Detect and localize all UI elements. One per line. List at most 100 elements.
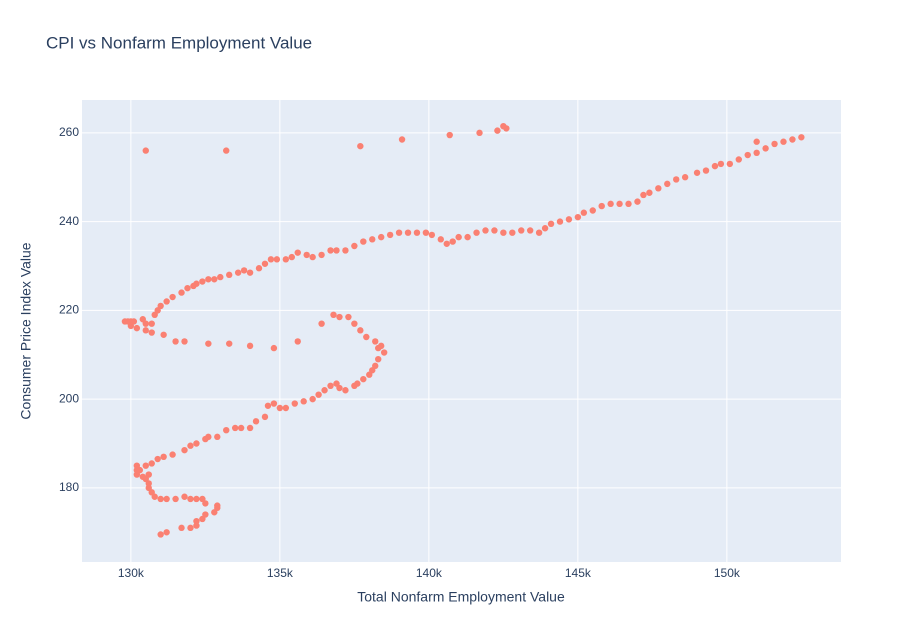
point xyxy=(753,138,760,145)
point xyxy=(282,256,290,263)
point xyxy=(142,327,149,334)
point xyxy=(226,271,233,279)
x-tick-label: 135k xyxy=(267,566,294,580)
point xyxy=(172,495,179,503)
point xyxy=(157,302,164,310)
point xyxy=(202,511,209,518)
point xyxy=(193,280,200,287)
y-tick-label: 240 xyxy=(59,214,79,228)
point xyxy=(237,424,245,432)
point xyxy=(169,293,176,301)
point xyxy=(315,391,322,398)
point xyxy=(547,220,555,228)
point xyxy=(455,233,462,241)
point xyxy=(607,200,614,208)
point xyxy=(360,375,367,383)
point xyxy=(443,240,450,247)
point xyxy=(217,273,224,281)
point xyxy=(211,276,218,283)
point xyxy=(267,256,275,263)
x-axis-title: Total Nonfarm Employment Value xyxy=(357,589,565,605)
point xyxy=(163,495,170,503)
point xyxy=(276,404,284,412)
point xyxy=(473,229,480,236)
point xyxy=(342,387,349,394)
point xyxy=(372,362,379,370)
point xyxy=(360,238,367,245)
point xyxy=(234,269,242,276)
point xyxy=(351,320,358,327)
point xyxy=(345,313,352,321)
point xyxy=(199,278,206,285)
point xyxy=(735,156,742,163)
point xyxy=(270,344,278,352)
point xyxy=(509,229,516,236)
point xyxy=(264,402,272,409)
point xyxy=(223,426,230,434)
point xyxy=(193,517,200,525)
point xyxy=(178,524,185,532)
point xyxy=(321,387,328,394)
point xyxy=(494,127,501,134)
point xyxy=(574,213,582,221)
point xyxy=(223,147,230,154)
point xyxy=(163,298,170,305)
point xyxy=(160,453,167,461)
point xyxy=(327,247,334,254)
point xyxy=(556,218,564,225)
point xyxy=(178,289,185,296)
point xyxy=(169,451,176,458)
point xyxy=(565,216,573,223)
point xyxy=(252,418,260,425)
point xyxy=(145,471,152,478)
x-tick-label: 150k xyxy=(714,566,741,580)
point xyxy=(336,384,343,392)
point xyxy=(702,167,710,174)
point xyxy=(580,209,588,216)
point xyxy=(398,136,406,143)
point xyxy=(148,460,155,467)
point xyxy=(377,233,385,241)
point xyxy=(342,247,349,254)
y-tick-label: 180 xyxy=(59,480,79,494)
point xyxy=(640,191,647,199)
point xyxy=(181,338,188,345)
point xyxy=(726,160,734,168)
point xyxy=(291,400,298,407)
point xyxy=(133,462,141,469)
point xyxy=(354,380,361,387)
point xyxy=(681,174,689,181)
point xyxy=(771,140,778,148)
point xyxy=(184,284,191,292)
point xyxy=(231,424,239,432)
point xyxy=(491,227,498,234)
point xyxy=(476,129,483,137)
point xyxy=(300,398,307,405)
point xyxy=(205,340,212,347)
x-tick-label: 140k xyxy=(416,566,443,580)
point xyxy=(693,169,701,176)
point xyxy=(333,247,340,254)
point xyxy=(187,495,194,503)
point xyxy=(386,231,394,239)
point xyxy=(336,313,343,321)
point xyxy=(616,200,623,208)
point xyxy=(464,233,471,241)
point xyxy=(148,320,155,327)
point xyxy=(246,424,254,432)
point xyxy=(288,253,295,261)
point xyxy=(181,446,188,454)
point xyxy=(518,227,525,234)
point xyxy=(187,524,194,532)
point xyxy=(163,529,170,536)
point xyxy=(157,495,164,503)
point xyxy=(294,338,301,345)
point xyxy=(428,231,436,239)
point xyxy=(160,331,167,338)
y-tick-label: 220 xyxy=(59,303,79,317)
y-axis-title: Consumer Price Index Value xyxy=(18,242,34,419)
point xyxy=(270,400,278,407)
point xyxy=(130,318,138,325)
point xyxy=(226,340,233,347)
point xyxy=(482,227,489,234)
